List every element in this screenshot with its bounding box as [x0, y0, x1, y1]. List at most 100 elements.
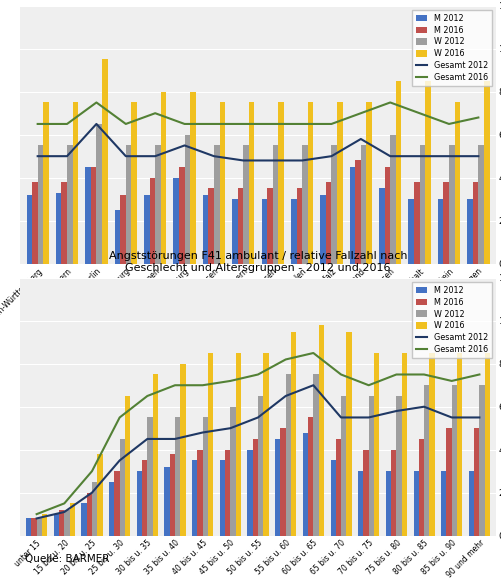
- Bar: [267, 188, 273, 263]
- Bar: [366, 102, 372, 263]
- Bar: [484, 81, 489, 263]
- Bar: [208, 188, 214, 263]
- Bar: [120, 195, 126, 263]
- Bar: [441, 471, 446, 536]
- Bar: [346, 332, 352, 536]
- Bar: [478, 145, 484, 263]
- Bar: [170, 454, 175, 536]
- Title: Angststörungen F41 ambulant / relative Fallzahl nach
Geschlecht und Altersgruppe: Angststörungen F41 ambulant / relative F…: [109, 251, 407, 273]
- Bar: [413, 471, 419, 536]
- Bar: [278, 102, 284, 263]
- Bar: [70, 503, 75, 536]
- Bar: [243, 145, 249, 263]
- Bar: [179, 167, 184, 263]
- Bar: [27, 195, 32, 263]
- Bar: [420, 145, 425, 263]
- Bar: [175, 417, 180, 536]
- Bar: [396, 81, 401, 263]
- Bar: [126, 145, 131, 263]
- Bar: [232, 199, 238, 263]
- Bar: [59, 510, 64, 536]
- Text: Quelle: BARMER: Quelle: BARMER: [25, 554, 109, 563]
- Bar: [144, 195, 150, 263]
- Bar: [303, 433, 308, 536]
- Bar: [38, 145, 43, 263]
- Bar: [161, 91, 166, 263]
- Bar: [281, 428, 286, 536]
- Bar: [386, 471, 391, 536]
- Bar: [469, 471, 474, 536]
- Bar: [258, 396, 263, 536]
- Bar: [275, 439, 281, 536]
- Bar: [454, 102, 460, 263]
- Bar: [155, 145, 161, 263]
- Bar: [62, 182, 67, 263]
- Bar: [238, 188, 243, 263]
- Bar: [350, 167, 355, 263]
- Bar: [337, 102, 343, 263]
- Bar: [484, 353, 490, 536]
- Bar: [374, 353, 379, 536]
- Bar: [153, 375, 158, 536]
- Bar: [91, 167, 96, 263]
- Bar: [402, 353, 407, 536]
- Bar: [479, 385, 484, 536]
- Bar: [390, 135, 396, 263]
- Bar: [32, 182, 38, 263]
- Bar: [331, 460, 336, 536]
- Title: Angststörungen F41 ambulant / relative Fallzahl nach
Geschlecht und Bundesland -: Angststörungen F41 ambulant / relative F…: [109, 0, 407, 1]
- Bar: [449, 145, 454, 263]
- Bar: [64, 510, 70, 536]
- Bar: [197, 450, 203, 536]
- Bar: [419, 439, 424, 536]
- Bar: [308, 102, 313, 263]
- Bar: [173, 178, 179, 263]
- Bar: [214, 145, 219, 263]
- Bar: [164, 467, 170, 536]
- Bar: [424, 385, 429, 536]
- Bar: [115, 210, 120, 263]
- Legend: M 2012, M 2016, W 2012, W 2016, Gesamt 2012, Gesamt 2016: M 2012, M 2016, W 2012, W 2016, Gesamt 2…: [412, 282, 492, 358]
- Legend: M 2012, M 2016, W 2012, W 2016, Gesamt 2012, Gesamt 2016: M 2012, M 2016, W 2012, W 2016, Gesamt 2…: [412, 10, 492, 86]
- Bar: [457, 353, 462, 536]
- Bar: [42, 514, 47, 536]
- Bar: [190, 91, 196, 263]
- Bar: [225, 450, 230, 536]
- Bar: [273, 145, 278, 263]
- Bar: [361, 145, 366, 263]
- Bar: [82, 503, 87, 536]
- Bar: [467, 199, 473, 263]
- Bar: [319, 325, 324, 536]
- Bar: [408, 199, 414, 263]
- Bar: [37, 518, 42, 536]
- Bar: [308, 417, 313, 536]
- Bar: [302, 145, 308, 263]
- Bar: [203, 417, 208, 536]
- Bar: [120, 439, 125, 536]
- Bar: [262, 199, 267, 263]
- Bar: [291, 199, 297, 263]
- Bar: [180, 364, 185, 536]
- Bar: [313, 375, 319, 536]
- Bar: [114, 471, 120, 536]
- Bar: [97, 454, 103, 536]
- Bar: [425, 81, 431, 263]
- Bar: [184, 135, 190, 263]
- Bar: [230, 406, 235, 536]
- Bar: [446, 428, 452, 536]
- Bar: [219, 102, 225, 263]
- Bar: [26, 518, 32, 536]
- Bar: [473, 182, 478, 263]
- Bar: [379, 188, 385, 263]
- Bar: [85, 167, 91, 263]
- Bar: [385, 167, 390, 263]
- Bar: [92, 482, 97, 536]
- Bar: [355, 160, 361, 263]
- Bar: [320, 195, 326, 263]
- Bar: [203, 195, 208, 263]
- Bar: [249, 102, 255, 263]
- Bar: [429, 353, 434, 536]
- Bar: [474, 428, 479, 536]
- Bar: [87, 493, 92, 536]
- Bar: [253, 439, 258, 536]
